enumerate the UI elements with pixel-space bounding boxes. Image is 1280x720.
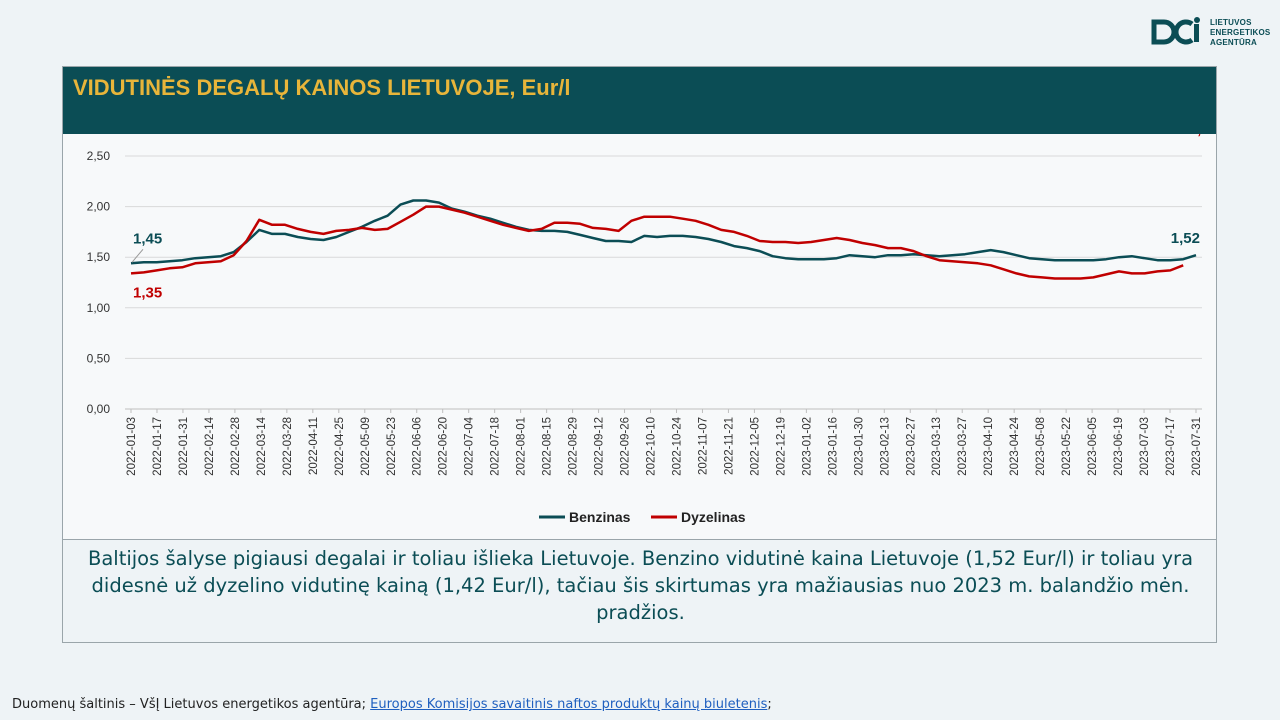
x-tick-label: 2022-03-14 — [256, 416, 268, 475]
x-tick-label: 2022-10-10 — [646, 417, 658, 476]
x-tick-label: 2022-04-25 — [334, 417, 346, 476]
x-tick-label: 2023-07-03 — [1139, 417, 1151, 476]
series-line-dyzelinas — [130, 205, 1184, 280]
x-tick-label: 2023-07-31 — [1191, 417, 1203, 476]
logo-line-1: LIETUVOS — [1210, 18, 1252, 27]
chart-panel: VIDUTINĖS DEGALŲ KAINOS LIETUVOJE, Eur/l… — [62, 66, 1217, 643]
x-tick-label: 2023-04-24 — [1009, 416, 1021, 475]
x-tick-label: 2023-01-16 — [827, 417, 839, 476]
fuel-price-line-chart: 0,00 0,50 1,00 1,50 2,00 2,50 2022-01-03 2022-0… — [87, 134, 1216, 525]
y-tick-label: 2,50 — [87, 149, 111, 163]
x-tick-label: 2022-07-18 — [490, 417, 502, 476]
x-tick-label: 2022-07-04 — [464, 416, 476, 475]
x-tick-label: 2023-02-13 — [879, 417, 891, 476]
y-tick-label: 0,50 — [87, 351, 111, 365]
x-tick-label: 2022-02-14 — [204, 416, 216, 475]
x-tick-label: 2023-04-10 — [983, 417, 995, 476]
logo-text: LIETUVOS ENERGETIKOS AGENTŪRA — [1210, 18, 1270, 48]
x-tick-label: 2023-01-30 — [853, 417, 865, 476]
series-line-benzinas — [130, 199, 1197, 265]
x-tick-label: 2023-06-19 — [1113, 417, 1125, 476]
x-tick-label: 2022-01-31 — [178, 417, 190, 476]
x-tick-label: 2022-02-28 — [230, 417, 242, 476]
x-tick-label: 2022-05-09 — [360, 417, 372, 476]
source-prefix: Duomenų šaltinis – VšĮ Lietuvos energeti… — [12, 697, 371, 712]
x-tick-label: 2023-03-13 — [931, 417, 943, 476]
x-tick-label: 2022-03-28 — [282, 417, 294, 476]
title-bar: VIDUTINĖS DEGALŲ KAINOS LIETUVOJE, Eur/l — [63, 67, 1216, 134]
y-tick-label: 2,00 — [87, 200, 111, 214]
x-tick-label: 2022-01-03 — [126, 417, 138, 476]
x-tick-label: 2023-02-27 — [905, 417, 917, 476]
x-tick-label: 2023-05-08 — [1035, 417, 1047, 476]
x-tick-label: 2022-12-19 — [775, 417, 787, 476]
logo-line-3: AGENTŪRA — [1210, 38, 1257, 47]
x-tick-label: 2023-01-02 — [801, 417, 813, 476]
x-tick-label: 2022-08-29 — [568, 417, 580, 476]
agency-logo: LIETUVOS ENERGETIKOS AGENTŪRA — [1150, 16, 1270, 56]
x-tick-label: 2023-06-05 — [1087, 417, 1099, 476]
x-tick-label: 2022-05-23 — [386, 417, 398, 476]
source-link[interactable]: Europos Komisijos savaitinis naftos prod… — [370, 697, 768, 712]
chart-area: 0,00 0,50 1,00 1,50 2,00 2,50 2022-01-03 2022-0… — [63, 134, 1216, 539]
x-tick-label: 2022-06-06 — [412, 417, 424, 476]
y-tick-label: 0,00 — [87, 402, 111, 416]
label-leader — [131, 248, 144, 263]
data-source-note: Duomenų šaltinis – VšĮ Lietuvos energeti… — [12, 697, 772, 712]
legend-label: Dyzelinas — [681, 509, 746, 525]
x-tick-label: 2022-12-05 — [749, 417, 761, 476]
x-tick-label: 2022-08-15 — [542, 417, 554, 476]
benzinas-start-label: 1,45 — [133, 230, 162, 247]
source-suffix: ; — [767, 697, 772, 712]
x-tick-label: 2023-07-17 — [1165, 417, 1177, 476]
y-tick-label: 1,50 — [87, 250, 111, 264]
x-tick-label: 2023-03-27 — [957, 417, 969, 476]
x-tick-label: 2022-08-01 — [516, 417, 528, 476]
divider — [63, 539, 1216, 540]
x-tick-label: 2022-11-07 — [697, 417, 709, 475]
dyzelinas-start-label: 1,35 — [133, 284, 162, 301]
logo-line-2: ENERGETIKOS — [1210, 28, 1271, 37]
dyzelinas-end-label: 1,42 — [1189, 134, 1216, 138]
chart-title: VIDUTINĖS DEGALŲ KAINOS LIETUVOJE, Eur/l — [73, 75, 571, 100]
lea-logo-icon — [1151, 17, 1200, 45]
y-tick-label: 1,00 — [87, 301, 111, 315]
chart-commentary: Baltijos šalyse pigiausi degalai ir toli… — [87, 547, 1194, 624]
x-tick-label: 2023-05-22 — [1061, 417, 1073, 476]
x-tick-label: 2022-09-12 — [594, 417, 606, 476]
x-tick-label: 2022-11-21 — [723, 417, 735, 475]
x-tick-label: 2022-10-24 — [671, 416, 683, 475]
x-tick-label: 2022-06-20 — [438, 417, 450, 476]
x-tick-label: 2022-04-11 — [308, 417, 320, 475]
benzinas-end-label: 1,52 — [1171, 230, 1200, 247]
legend-label: Benzinas — [569, 509, 631, 525]
x-tick-label: 2022-01-17 — [152, 417, 164, 476]
x-tick-label: 2022-09-26 — [620, 417, 632, 476]
